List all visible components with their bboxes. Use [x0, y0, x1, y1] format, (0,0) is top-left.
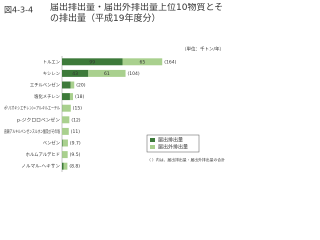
bar-segment — [88, 69, 126, 77]
value-label: 43 — [72, 71, 78, 77]
bar-segment — [122, 58, 163, 66]
category-label: エチルベンゼン — [30, 82, 60, 89]
bar-segment — [62, 151, 68, 159]
legend-swatch — [150, 145, 155, 149]
category-label: ベンゼン — [43, 140, 60, 147]
category-label: p-ジクロロベンゼン — [17, 116, 60, 123]
bar-segment — [70, 81, 75, 89]
category-label: 直鎖アルキルベンゼンスルホン酸及びその塩 — [4, 128, 60, 135]
total-label: (164) — [164, 59, 176, 65]
value-label: 61 — [104, 71, 110, 77]
total-label: (15) — [73, 106, 82, 112]
legend-swatch — [150, 138, 155, 142]
total-label: (12) — [71, 117, 80, 123]
title-box: 届出排出量・届出外排出量上位10物質とその排出量（平成19年度分） — [50, 3, 224, 24]
bar-segment — [62, 139, 68, 147]
chart-title: 届出排出量・届出外排出量上位10物質とその排出量（平成19年度分） — [50, 3, 224, 24]
legend-label: 届出外排出量 — [158, 144, 188, 151]
total-label: (104) — [128, 71, 140, 77]
category-label: ポリ(オキシエチレン)=アルキルエーテル — [4, 105, 60, 112]
total-label: (9.5) — [70, 152, 81, 158]
bar-segment — [62, 116, 70, 124]
category-label: ノルマル-ヘキサン — [21, 164, 60, 170]
category-label: 塩化メチレン — [34, 93, 60, 100]
total-label: (20) — [76, 83, 85, 89]
value-label: 99 — [89, 59, 95, 65]
bar-segment — [62, 69, 89, 77]
bar-segment — [62, 104, 71, 112]
bar-segment — [62, 93, 70, 101]
legend-label: 届出排出量 — [158, 137, 183, 144]
legend-box — [146, 134, 200, 153]
bar-segment — [62, 162, 64, 170]
total-label: (8.8) — [69, 164, 80, 170]
category-label: キシレン — [43, 72, 60, 77]
note: （ ）内は、届出排出量・届出外排出量の合計 — [147, 157, 225, 162]
total-label: (9.7) — [70, 141, 81, 147]
bar-segment — [62, 58, 123, 66]
bar-segment — [62, 127, 69, 135]
bar-segment — [62, 81, 71, 89]
category-label: ホルムアルデヒド — [26, 151, 60, 158]
category-label: トルエン — [43, 59, 60, 65]
unit-label: （単位：千トン/年） — [182, 46, 224, 53]
total-label: (11) — [71, 129, 80, 135]
bar-segment — [69, 93, 73, 101]
chart: 図4-3-4 届出排出量・届出外排出量上位10物質とその排出量（平成19年度分）… — [4, 3, 225, 172]
figure-label: 図4-3-4 — [4, 6, 33, 15]
bar-segment — [62, 139, 63, 147]
value-label: 65 — [139, 59, 145, 65]
bar-segment — [63, 162, 68, 170]
total-label: (18) — [75, 94, 84, 100]
